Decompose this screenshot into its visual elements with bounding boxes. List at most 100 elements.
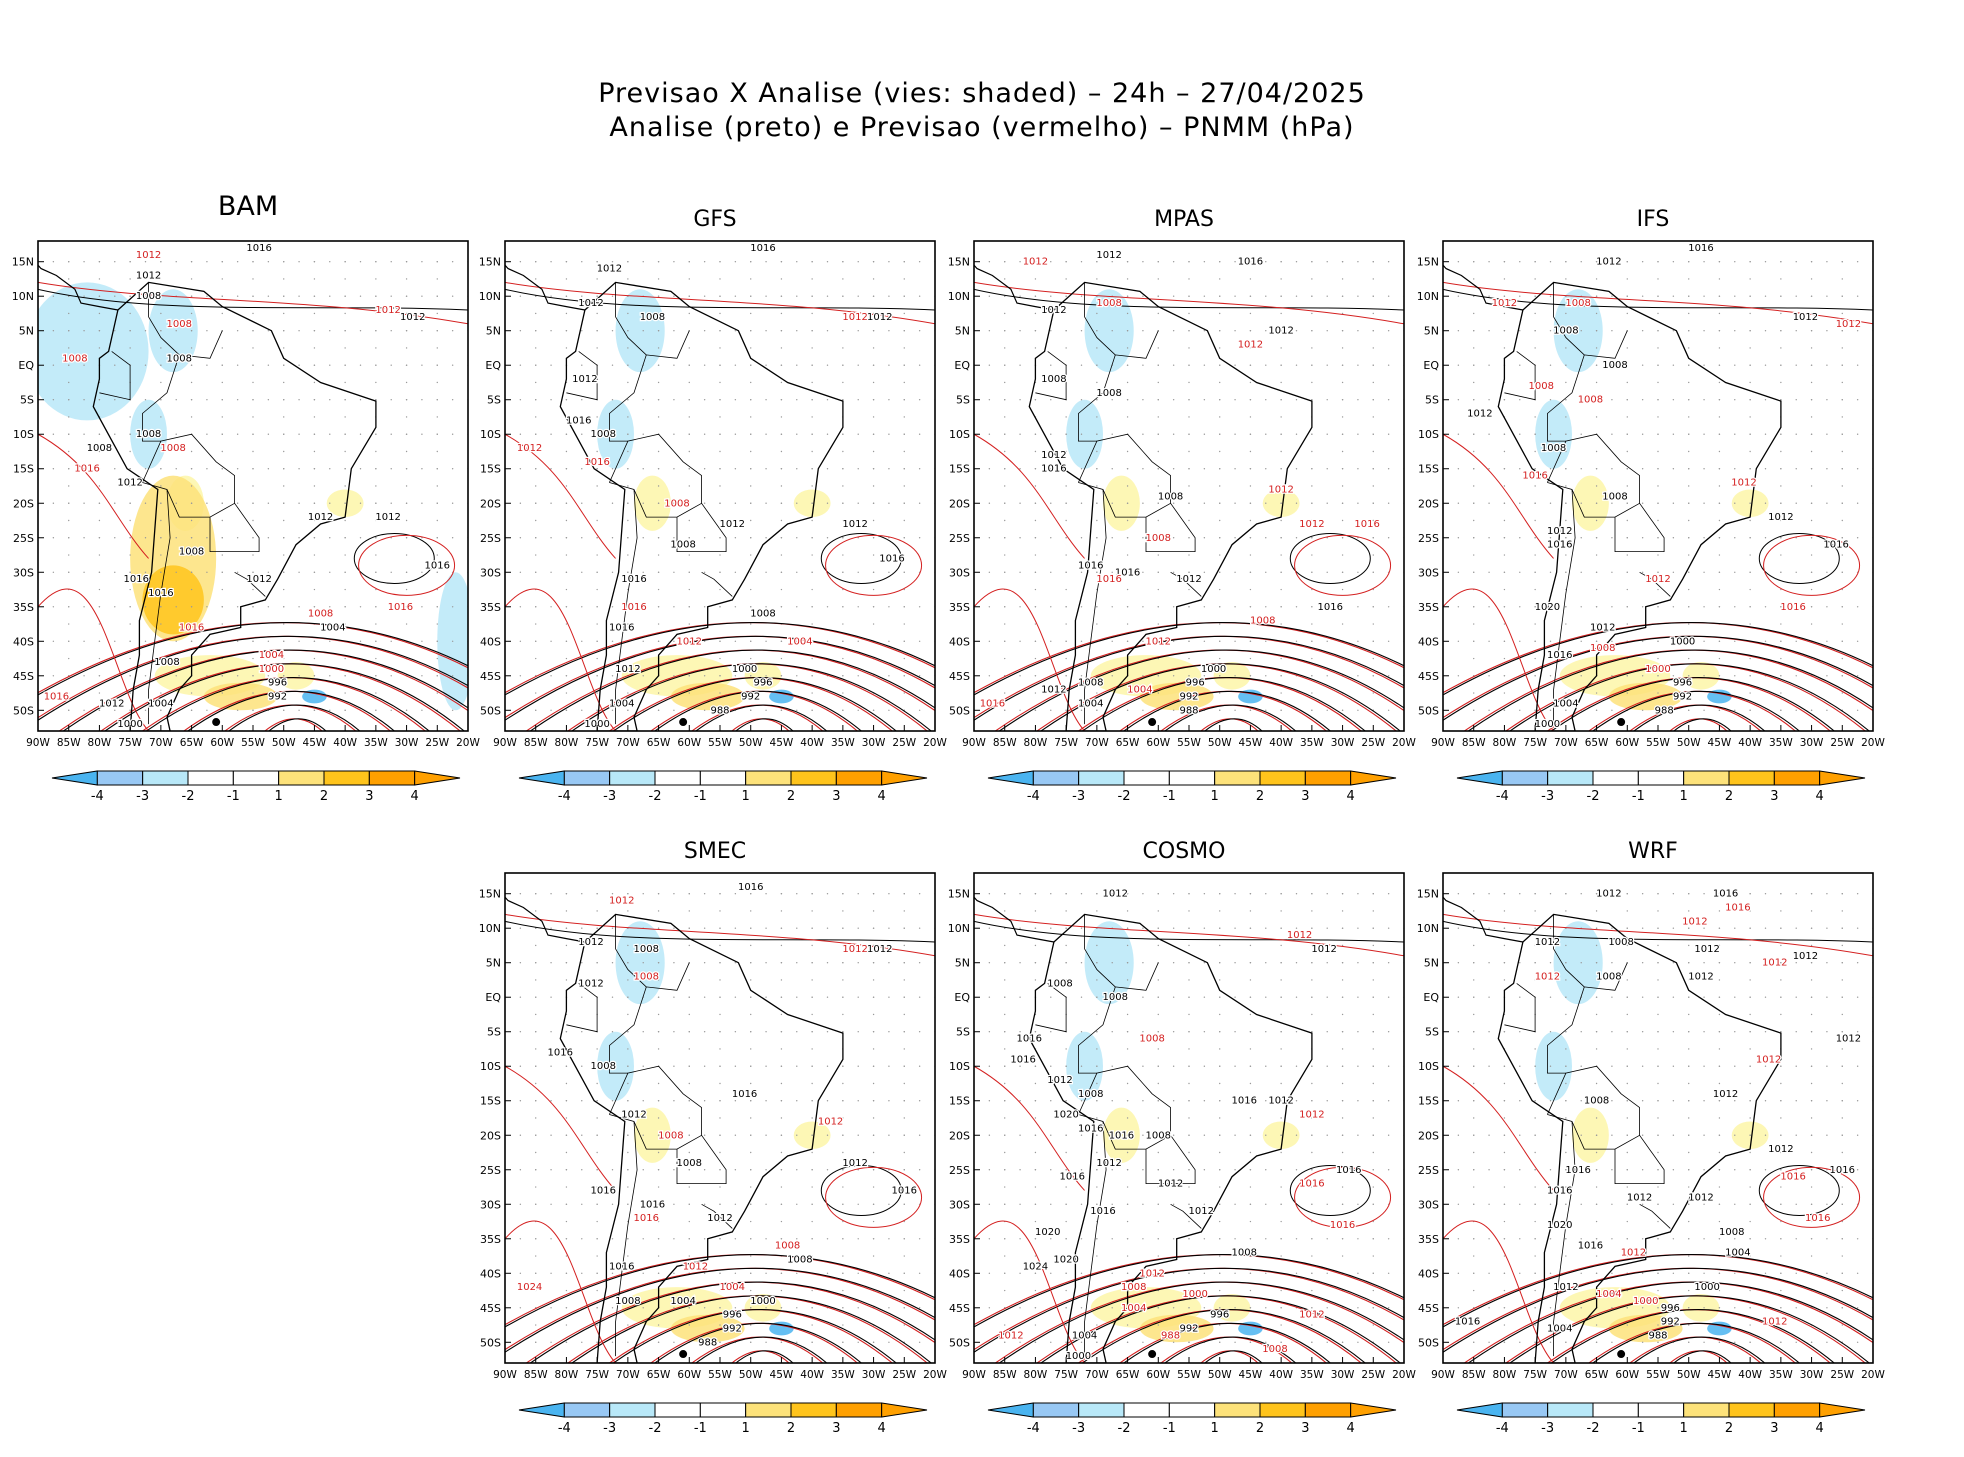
bias-shade-7 [1103,476,1140,531]
colorbar-swatch [1729,1403,1774,1417]
contour-label: 1012 [867,312,892,323]
colorbar-arrow-high [882,1403,927,1417]
lon-tick-label: 85W [524,1369,548,1381]
contour-label: 1008 [62,353,87,364]
lon-tick-label: 85W [524,737,548,749]
lat-tick-label: 15S [13,463,34,476]
contour-label: 1012 [1768,1144,1793,1155]
colorbar-swatch [1215,771,1260,785]
lat-tick-label: 25S [13,532,34,545]
lat-tick-label: 25S [480,532,501,545]
contour-label: 1016 [1318,602,1343,613]
contour-label: 1012 [1535,937,1560,948]
grid-dots [973,261,1404,711]
lat-tick-label: 45S [480,670,501,683]
contour-label: 1020 [1535,602,1560,613]
falkland-islands [1617,718,1625,726]
colorbar-arrow-high [1351,771,1396,785]
contour-label: 992 [1661,1317,1680,1328]
contour-label: 1016 [584,457,609,468]
lat-tick-label: 35S [13,601,34,614]
colorbar-swatch [1548,1403,1593,1417]
lat-tick-label: 35S [949,1233,970,1246]
colorbar-label: 4 [1347,789,1355,804]
contour-label: 1008 [1553,326,1578,337]
contour-label: 1012 [1041,685,1066,696]
lat-tick-label: 40S [480,1267,501,1280]
contour-label: 1016 [750,243,775,254]
lat-tick-label: 20S [13,497,34,510]
lon-tick-label: 20W [1861,1369,1885,1381]
lon-tick-label: 50W [1208,737,1232,749]
contour-label: 1016 [1547,650,1572,661]
contour-label: 1012 [1299,519,1324,530]
contour-label: 1016 [44,691,69,702]
lon-tick-label: 35W [1769,1369,1793,1381]
isobar-forecast-2 [679,705,833,741]
contour-label: 1008 [1590,643,1615,654]
contour-label: 1004 [1072,1330,1097,1341]
falkland-islands [1148,718,1156,726]
lon-tick-label: 45W [1239,1369,1263,1381]
lon-tick-label: 35W [831,1369,855,1381]
colorbar-label: 3 [1301,1421,1309,1436]
contour-label: 996 [753,678,772,689]
contour-label: 1012 [842,519,867,530]
contour-label: 1000 [1633,1296,1658,1307]
lat-tick-label: EQ [18,359,34,372]
country-border-4 [1554,1122,1576,1357]
contour-label: 1008 [591,429,616,440]
colorbar-swatch [1774,1403,1819,1417]
lon-tick-label: 55W [1646,737,1670,749]
contour-label: 1016 [892,1185,917,1196]
contour-label: 1012 [136,271,161,282]
lon-tick-label: 45W [770,737,794,749]
lon-tick-label: 55W [708,737,732,749]
lon-tick-label: 45W [1239,737,1263,749]
lat-tick-label: 25S [1418,1164,1439,1177]
contour-label: 1012 [1103,889,1128,900]
coastline-central-america [1443,897,1523,942]
contour-label: 1012 [1836,319,1861,330]
contour-label: 1008 [154,657,179,668]
coastline-central-america [505,897,585,942]
contour-label: 992 [1179,1323,1198,1334]
contour-label: 1008 [1584,1096,1609,1107]
figure-title-line2: Analise (preto) e Previsao (vermelho) – … [0,112,1964,143]
lon-tick-label: 45W [1708,737,1732,749]
contour-label: 1016 [566,415,591,426]
contour-label: 1012 [1756,1054,1781,1065]
contour-label: 1020 [1547,1220,1572,1231]
contour-label: 1016 [179,622,204,633]
contour-label: 1008 [1719,1227,1744,1238]
contour-label: 1008 [1602,360,1627,371]
contour-label: 1012 [1688,1192,1713,1203]
contour-label: 1012 [1467,409,1492,420]
contour-label: 1012 [578,978,603,989]
colorbar-swatch [564,1403,609,1417]
contour-label: 1012 [1793,312,1818,323]
lat-tick-label: EQ [485,991,501,1004]
colorbar-arrow-low [1457,1403,1502,1417]
bias-shade-1 [671,683,745,711]
contour-label: 1012 [1096,250,1121,261]
contour-label: 988 [698,1337,717,1348]
colorbar-swatch [836,1403,881,1417]
colorbar-label: -2 [649,789,662,804]
colorbar-label: 3 [365,789,373,804]
lon-tick-label: 80W [1493,1369,1517,1381]
lon-tick-label: 70W [616,737,640,749]
lon-tick-label: 75W [118,737,142,749]
contour-label: 996 [268,678,287,689]
bias-shade-1 [204,683,278,711]
contour-label: 1012 [615,664,640,675]
contour-label: 1012 [578,298,603,309]
contour-label: 1016 [1232,1096,1257,1107]
colorbar-label: -4 [1496,1421,1509,1436]
colorbar-label: -4 [1027,1421,1040,1436]
contour-label: 1016 [879,553,904,564]
colorbar-swatch [1305,1403,1350,1417]
lon-tick-label: 65W [180,737,204,749]
contour-label: 1020 [1035,1227,1060,1238]
colorbar-arrow-low [52,771,97,785]
